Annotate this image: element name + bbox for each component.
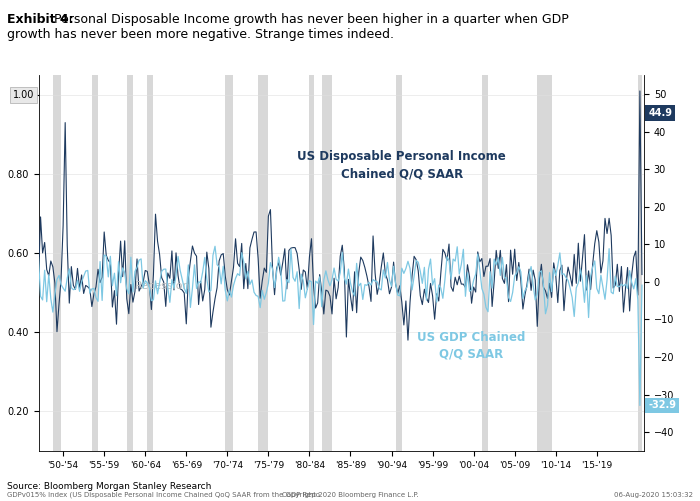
Text: Personal Disposable Income growth has never been higher in a quarter when GDP: Personal Disposable Income growth has ne… <box>54 13 568 26</box>
Bar <box>225 75 234 451</box>
Text: -32.9: -32.9 <box>648 400 676 410</box>
Text: 1.00: 1.00 <box>13 90 34 100</box>
Text: Exhibit 4:: Exhibit 4: <box>7 13 74 26</box>
Text: GDPv015% Index (US Disposable Personal Income Chained QoQ SAAR from the GDP Repo: GDPv015% Index (US Disposable Personal I… <box>7 492 320 498</box>
Text: US GDP Chained
Q/Q SAAR: US GDP Chained Q/Q SAAR <box>417 331 526 361</box>
Bar <box>309 75 314 451</box>
Bar <box>538 75 552 451</box>
Bar <box>147 75 153 451</box>
Bar <box>127 75 133 451</box>
Bar <box>258 75 268 451</box>
Bar <box>482 75 488 451</box>
Text: 44.9: 44.9 <box>648 108 672 118</box>
Text: Copyright 2020 Bloomberg Finance L.P.: Copyright 2020 Bloomberg Finance L.P. <box>281 492 419 498</box>
Text: US Disposable Personal Income
Chained Q/Q SAAR: US Disposable Personal Income Chained Q/… <box>298 150 506 180</box>
Bar <box>395 75 402 451</box>
Bar <box>53 75 61 451</box>
Bar <box>322 75 332 451</box>
Text: Recession: Recession <box>135 281 190 291</box>
Text: Source: Bloomberg Morgan Stanley Research: Source: Bloomberg Morgan Stanley Researc… <box>7 482 211 491</box>
Bar <box>92 75 98 451</box>
Bar <box>638 75 642 451</box>
Text: 06-Aug-2020 15:03:32: 06-Aug-2020 15:03:32 <box>614 492 693 498</box>
Text: growth has never been more negative. Strange times indeed.: growth has never been more negative. Str… <box>7 28 394 41</box>
